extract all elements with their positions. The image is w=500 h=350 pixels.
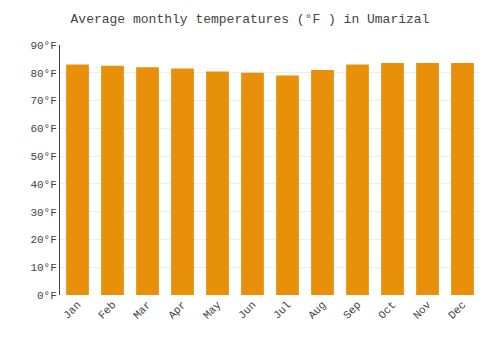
svg-text:90°F: 90°F: [30, 40, 56, 52]
svg-text:Nov: Nov: [411, 299, 434, 322]
svg-text:60°F: 60°F: [30, 123, 56, 135]
svg-text:80°F: 80°F: [30, 68, 56, 80]
svg-text:Jun: Jun: [236, 299, 258, 321]
svg-text:Oct: Oct: [376, 299, 398, 321]
svg-text:20°F: 20°F: [30, 234, 56, 246]
svg-text:Sep: Sep: [341, 299, 363, 321]
svg-text:Average monthly temperatures (: Average monthly temperatures (°F ) in Um…: [71, 12, 430, 27]
svg-text:Feb: Feb: [96, 299, 118, 321]
svg-text:Jul: Jul: [271, 299, 293, 321]
svg-text:Jan: Jan: [61, 299, 83, 321]
svg-text:0°F: 0°F: [37, 290, 57, 302]
svg-text:May: May: [201, 299, 224, 322]
svg-text:70°F: 70°F: [30, 95, 56, 107]
svg-text:Apr: Apr: [166, 299, 188, 321]
svg-text:Aug: Aug: [306, 299, 328, 321]
svg-text:Dec: Dec: [446, 299, 468, 321]
svg-text:Mar: Mar: [131, 299, 153, 321]
svg-text:10°F: 10°F: [30, 262, 56, 274]
svg-text:40°F: 40°F: [30, 179, 56, 191]
svg-text:50°F: 50°F: [30, 151, 56, 163]
svg-text:30°F: 30°F: [30, 207, 56, 219]
